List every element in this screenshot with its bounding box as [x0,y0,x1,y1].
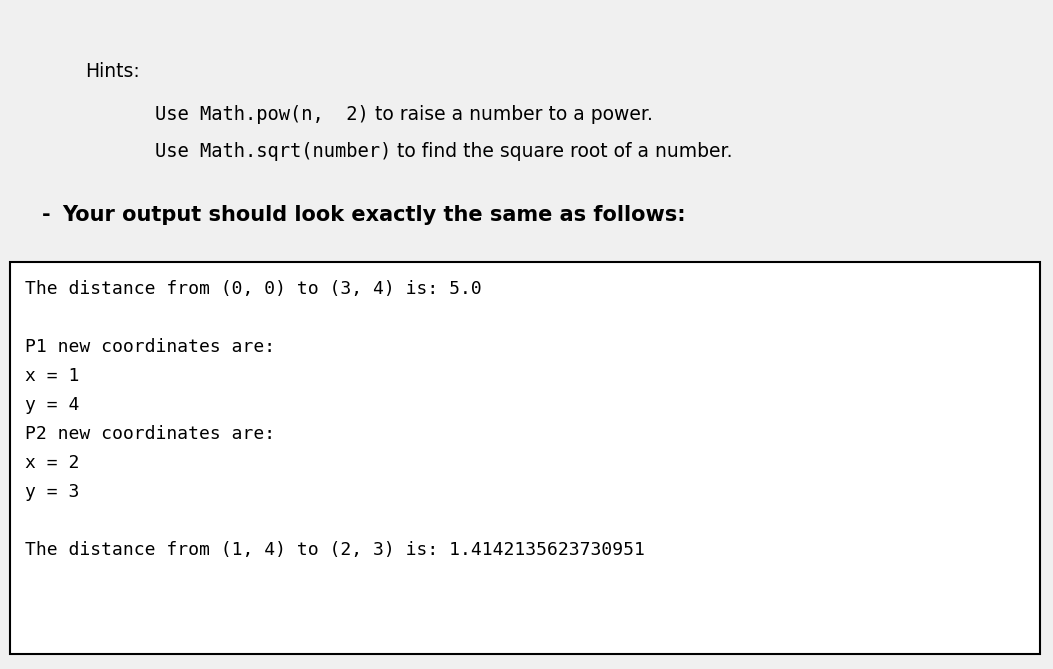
Text: The distance from (0, 0) to (3, 4) is: 5.0: The distance from (0, 0) to (3, 4) is: 5… [25,280,482,298]
Text: x = 1: x = 1 [25,367,79,385]
Text: P1 new coordinates are:: P1 new coordinates are: [25,338,275,356]
Text: to find the square root of a number.: to find the square root of a number. [392,142,733,161]
Text: y = 4: y = 4 [25,396,79,414]
Text: P2 new coordinates are:: P2 new coordinates are: [25,425,275,443]
Text: y = 3: y = 3 [25,483,79,501]
Text: Use Math.sqrt(number): Use Math.sqrt(number) [155,142,392,161]
FancyBboxPatch shape [9,262,1040,654]
Text: Your output should look exactly the same as follows:: Your output should look exactly the same… [62,205,686,225]
Text: The distance from (1, 4) to (2, 3) is: 1.4142135623730951: The distance from (1, 4) to (2, 3) is: 1… [25,541,644,559]
Text: -: - [42,205,51,225]
Text: Hints:: Hints: [85,62,140,81]
Text: x = 2: x = 2 [25,454,79,472]
Text: to raise a number to a power.: to raise a number to a power. [369,105,653,124]
Text: Use Math.pow(n,  2): Use Math.pow(n, 2) [155,105,369,124]
